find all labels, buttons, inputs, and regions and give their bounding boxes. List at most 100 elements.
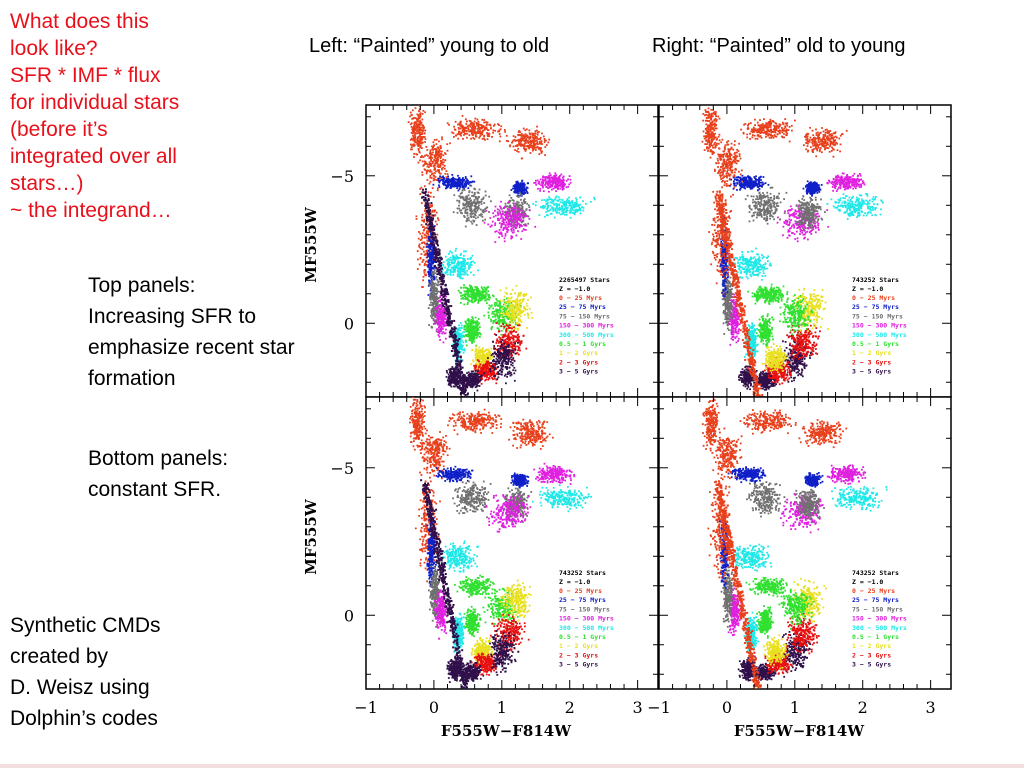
star-point <box>502 323 504 325</box>
star-point <box>456 329 459 332</box>
star-point <box>435 152 438 154</box>
star-point <box>431 250 434 253</box>
star-point <box>516 298 518 301</box>
star-point <box>430 264 432 267</box>
star-point <box>437 323 439 326</box>
star-point <box>422 141 424 144</box>
star-points <box>407 105 596 397</box>
star-point <box>518 142 520 145</box>
star-point <box>564 201 567 203</box>
star-point <box>470 121 473 124</box>
star-point <box>470 261 473 263</box>
star-point <box>471 180 474 183</box>
star-point <box>432 144 435 147</box>
star-point <box>473 192 476 194</box>
star-point <box>512 309 515 312</box>
star-point <box>457 289 460 292</box>
star-point <box>518 190 520 193</box>
star-point <box>476 351 478 354</box>
star-point <box>435 301 438 303</box>
star-point <box>415 127 417 129</box>
star-point <box>506 311 508 313</box>
star-point <box>471 210 474 213</box>
star-point <box>552 187 555 190</box>
star-point <box>454 185 457 187</box>
star-point <box>547 205 550 207</box>
star-point <box>453 258 456 261</box>
star-point <box>475 324 478 326</box>
star-point <box>483 362 486 364</box>
star-point <box>497 342 500 344</box>
star-point <box>463 255 465 257</box>
star-point <box>477 333 480 335</box>
star-point <box>443 164 446 167</box>
star-point <box>526 327 528 329</box>
star-point <box>476 201 479 204</box>
star-point <box>462 202 465 205</box>
star-point <box>434 157 437 160</box>
star-point <box>436 303 439 306</box>
star-point <box>500 325 503 328</box>
star-point <box>429 162 431 165</box>
star-point <box>486 293 489 296</box>
star-point <box>482 290 484 293</box>
star-point <box>453 179 455 182</box>
star-point <box>478 336 481 338</box>
star-point <box>433 159 436 162</box>
star-point <box>516 213 519 216</box>
star-point <box>410 131 413 134</box>
star-point <box>484 354 487 357</box>
star-point <box>472 338 474 341</box>
star-point <box>417 120 420 123</box>
star-point <box>461 179 464 182</box>
star-point <box>492 320 495 322</box>
star-point <box>482 288 485 291</box>
star-point <box>527 316 530 319</box>
star-point <box>468 119 471 122</box>
star-point <box>472 293 475 296</box>
star-point <box>463 326 466 328</box>
star-point <box>550 212 553 215</box>
star-point <box>542 190 545 192</box>
star-point <box>428 166 430 168</box>
star-point <box>513 225 516 228</box>
star-point <box>571 208 574 211</box>
star-point <box>461 269 464 271</box>
credits-line: Dolphin’s codes <box>10 703 161 734</box>
star-point <box>426 256 429 259</box>
star-point <box>427 270 430 273</box>
star-point <box>525 186 528 189</box>
star-point <box>512 219 515 221</box>
star-point <box>480 355 482 358</box>
star-point <box>548 179 551 182</box>
star-point <box>489 217 492 219</box>
star-point <box>533 182 536 184</box>
star-point <box>475 299 478 301</box>
star-point <box>493 123 496 126</box>
star-point <box>427 261 430 264</box>
star-point <box>457 123 459 126</box>
star-point <box>427 191 430 194</box>
star-point <box>509 304 511 306</box>
star-point <box>433 269 436 272</box>
star-point <box>412 145 415 148</box>
star-point <box>496 321 499 324</box>
star-point <box>423 132 426 134</box>
star-point <box>491 326 493 328</box>
question-line: look like? <box>10 35 240 62</box>
star-point <box>410 113 413 116</box>
star-point <box>512 187 515 190</box>
star-point <box>527 215 530 218</box>
star-point <box>444 272 447 275</box>
star-point <box>552 199 554 202</box>
star-point <box>554 172 557 175</box>
star-point <box>552 208 555 211</box>
star-point <box>433 210 435 213</box>
star-point <box>548 190 550 193</box>
star-point <box>473 367 475 370</box>
star-point <box>430 288 432 291</box>
star-point <box>560 180 562 183</box>
star-point <box>437 152 440 154</box>
star-point <box>418 117 421 120</box>
star-point <box>500 320 503 322</box>
